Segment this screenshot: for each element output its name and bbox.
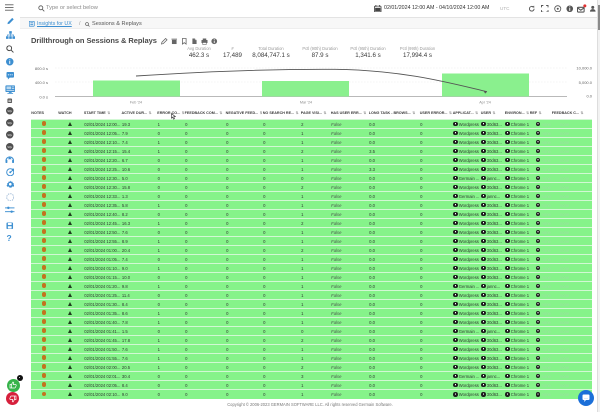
svg-text:Apr '24: Apr '24 xyxy=(479,101,491,105)
svg-text:SQL: SQL xyxy=(7,147,12,149)
svg-text:Mar '24: Mar '24 xyxy=(300,101,312,105)
svg-text:Feb '24: Feb '24 xyxy=(130,101,142,105)
svg-text:SQL: SQL xyxy=(7,111,12,113)
svg-text:SQL: SQL xyxy=(7,123,12,125)
svg-text:10,000.0: 10,000.0 xyxy=(576,65,592,70)
svg-text:5,000.0: 5,000.0 xyxy=(579,80,593,85)
svg-text:400.0 s: 400.0 s xyxy=(35,80,48,85)
svg-text:0.0 s: 0.0 s xyxy=(39,94,48,99)
svg-text:SQL: SQL xyxy=(7,135,12,137)
svg-text:800.0 s: 800.0 s xyxy=(35,66,48,71)
svg-text:0.0: 0.0 xyxy=(586,93,592,98)
